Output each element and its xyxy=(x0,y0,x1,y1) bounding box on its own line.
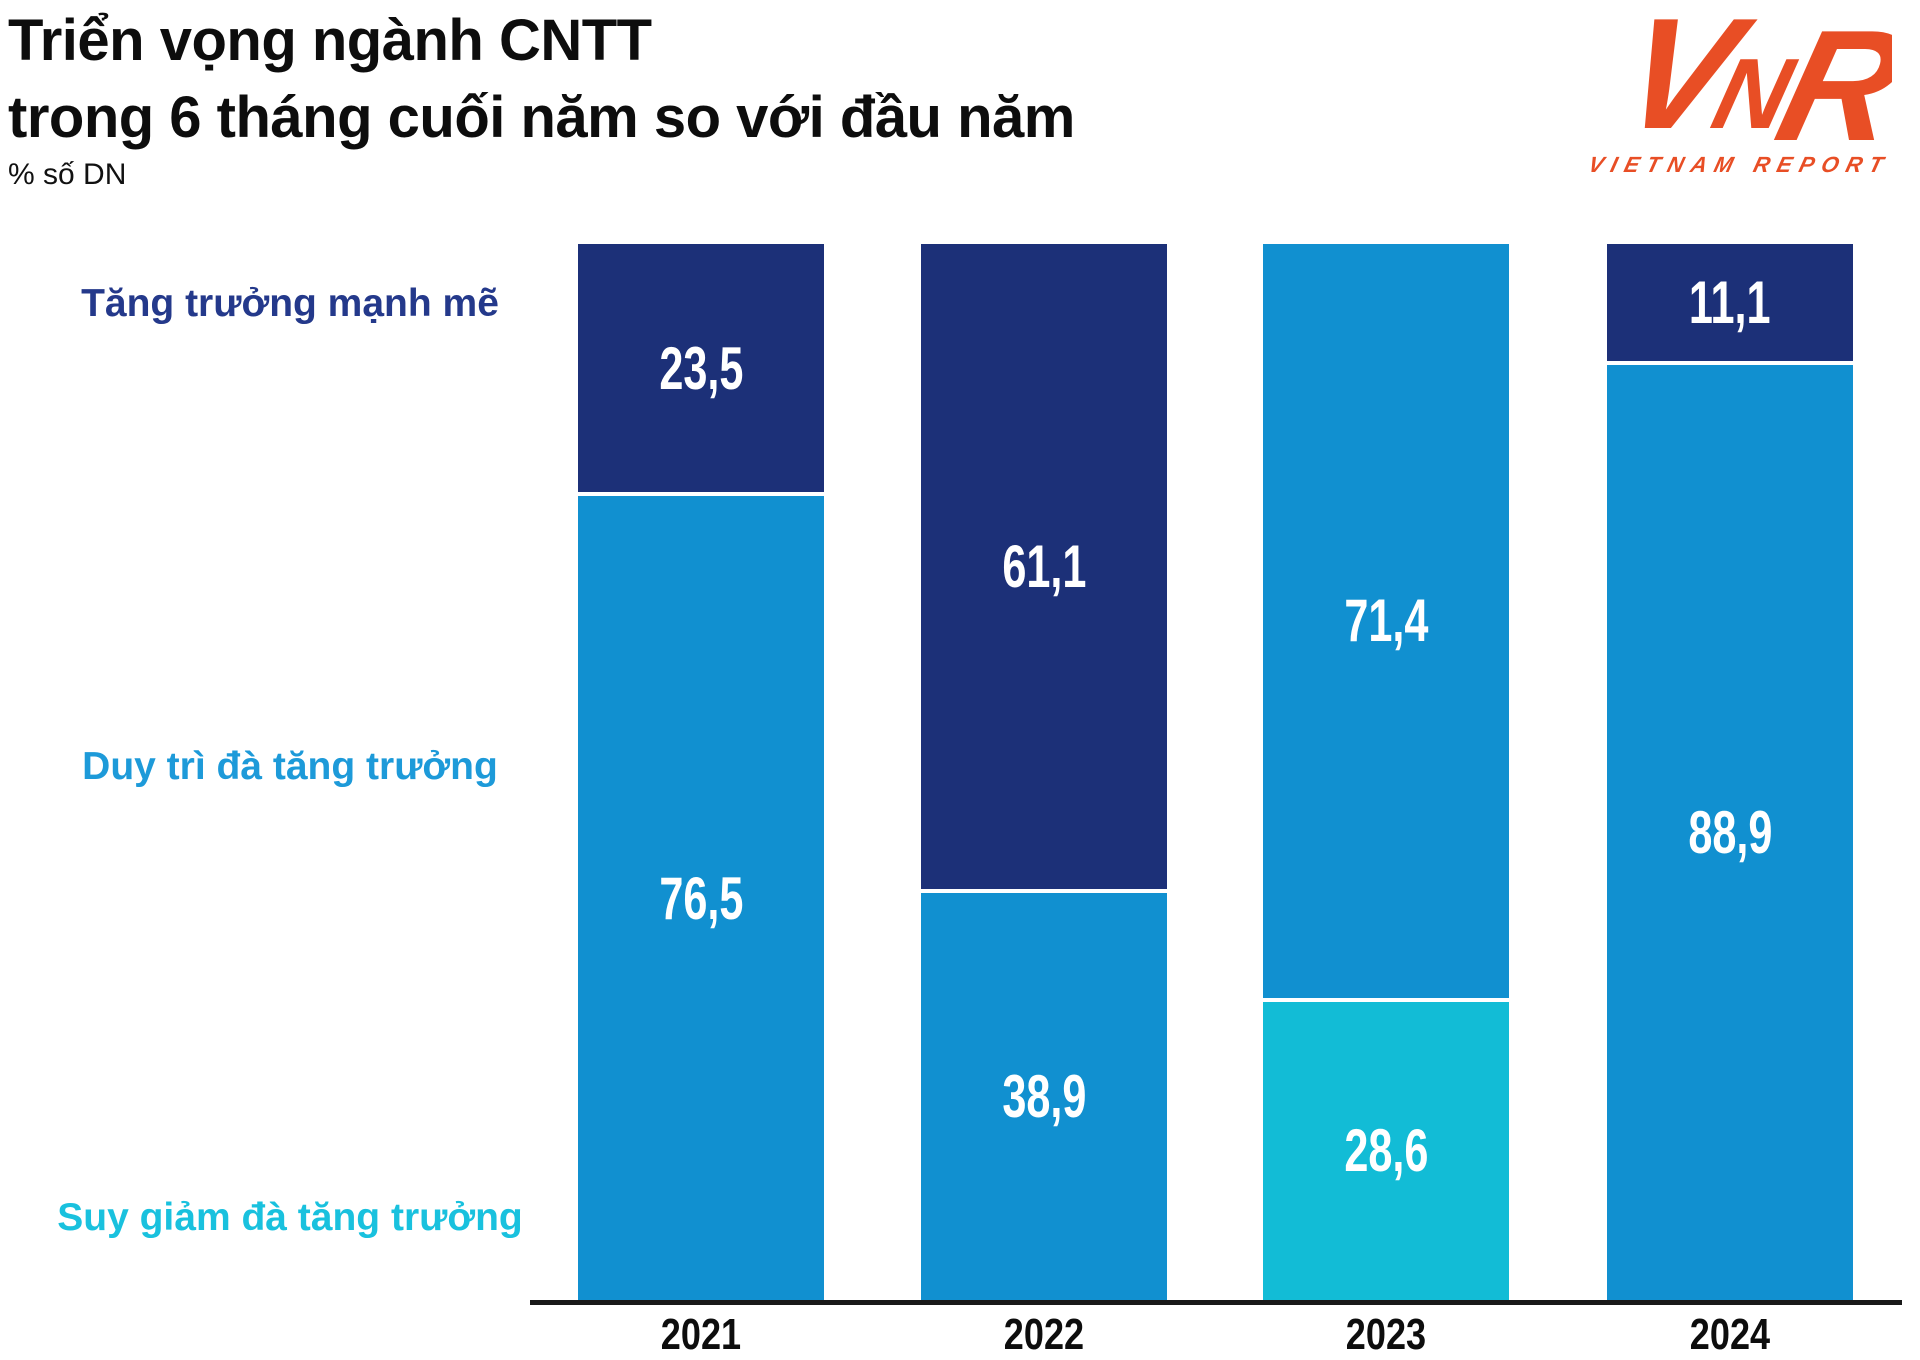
value-label-2023-series-1: 71,4 xyxy=(1343,587,1429,655)
legend-declining-growth: Suy giảm đà tăng trưởng xyxy=(57,1196,523,1239)
x-axis-line xyxy=(530,1300,1902,1305)
bar-segment-2021-series-1: 76,5 xyxy=(578,492,824,1300)
logo-tagline: VIETNAM REPORT xyxy=(1586,152,1892,177)
bar-2022: 61,1 38,9 xyxy=(921,244,1167,1300)
bar-segment-2024-series-1: 88,9 xyxy=(1607,361,1853,1300)
bar-segment-2024-series-0: 11,1 xyxy=(1607,244,1853,362)
value-label-2021-series-1: 76,5 xyxy=(658,864,744,932)
value-label-2021-series-0: 23,5 xyxy=(658,334,744,402)
value-label-2022-series-0: 61,1 xyxy=(1001,533,1087,601)
bar-segment-2023-series-2: 28,6 xyxy=(1263,997,1509,1300)
page-title: Triển vọng ngành CNTT trong 6 tháng cuối… xyxy=(8,2,1075,156)
bar-segment-2023-series-1: 71,4 xyxy=(1263,244,1509,998)
legend-maintain-growth: Duy trì đà tăng trưởng xyxy=(82,745,498,788)
category-label-2021: 2021 xyxy=(660,1310,742,1359)
vietnam-report-logo: V N R VIETNAM REPORT xyxy=(1586,0,1892,177)
bar-2024: 11,1 88,9 xyxy=(1607,244,1853,1300)
category-label-2022: 2022 xyxy=(1003,1310,1085,1359)
value-label-2023-series-2: 28,6 xyxy=(1343,1117,1429,1185)
category-label-2023: 2023 xyxy=(1345,1310,1427,1359)
category-label-2024: 2024 xyxy=(1689,1310,1771,1359)
bar-segment-2021-series-0: 23,5 xyxy=(578,244,824,493)
bar-2023: 71,4 28,6 xyxy=(1263,244,1509,1300)
bar-segment-2022-series-0: 61,1 xyxy=(921,244,1167,890)
title-line-1: Triển vọng ngành CNTT xyxy=(8,8,652,73)
value-label-2024-series-1: 88,9 xyxy=(1687,799,1773,867)
bar-segment-2022-series-1: 38,9 xyxy=(921,889,1167,1300)
value-label-2024-series-0: 11,1 xyxy=(1689,269,1771,337)
bar-2021: 23,5 76,5 xyxy=(578,244,824,1300)
unit-label: % số DN xyxy=(8,158,127,191)
value-label-2022-series-1: 38,9 xyxy=(1001,1063,1087,1131)
title-line-2: trong 6 tháng cuối năm so với đầu năm xyxy=(8,85,1075,150)
legend-strong-growth: Tăng trưởng mạnh mẽ xyxy=(81,282,499,325)
